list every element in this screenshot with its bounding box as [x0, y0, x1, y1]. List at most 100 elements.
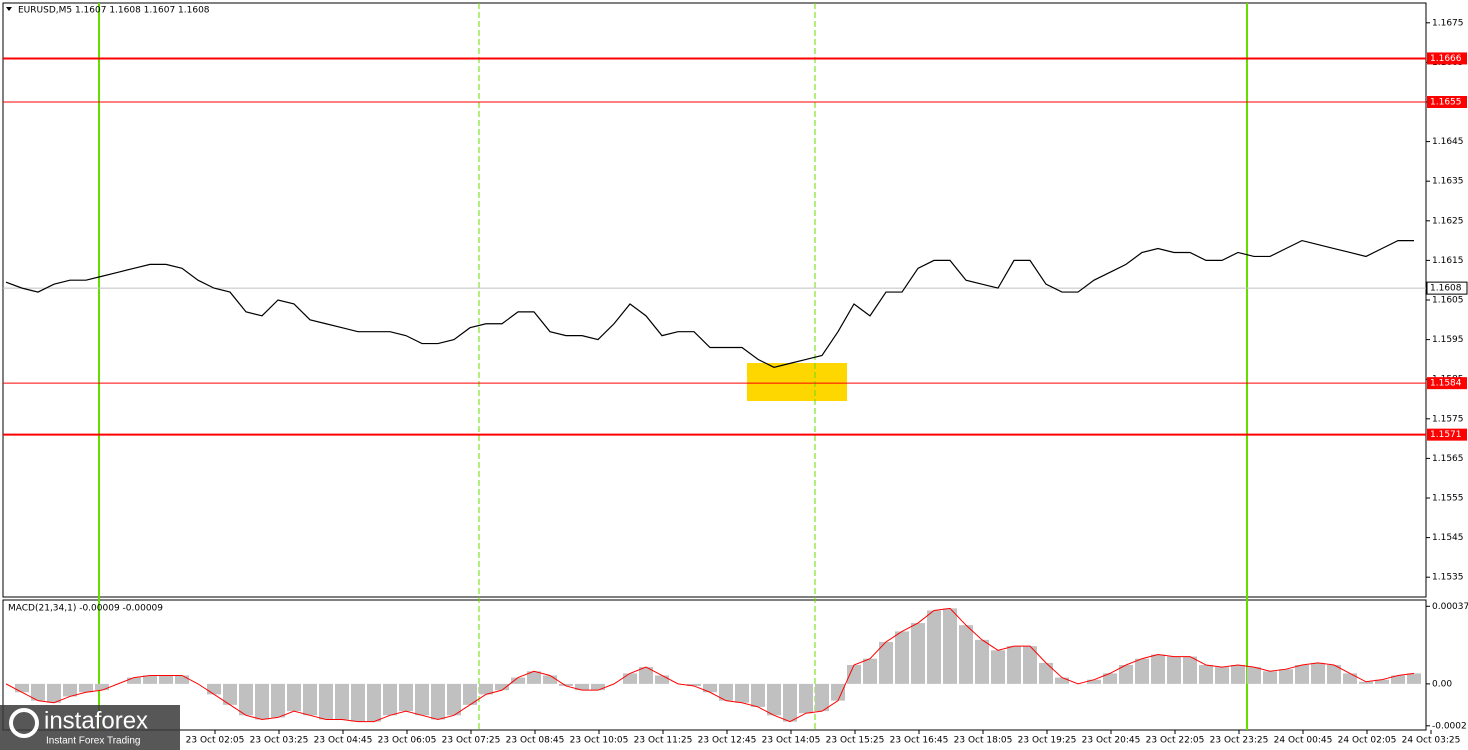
macd-bar	[559, 683, 573, 686]
macd-bar	[447, 683, 461, 716]
x-tick-label: 23 Oct 08:45	[506, 736, 565, 746]
macd-bar	[1215, 667, 1229, 684]
macd-bar	[255, 683, 269, 720]
macd-bar	[959, 625, 973, 684]
highlight-box	[747, 363, 847, 401]
macd-bar	[1055, 677, 1069, 684]
y-tick-label: 0.00	[1432, 679, 1452, 689]
macd-bar	[367, 683, 381, 722]
y-tick-label: 1.1565	[1432, 454, 1464, 464]
macd-bar	[239, 683, 253, 716]
y-tick-label: 1.1645	[1432, 137, 1464, 147]
level-tag	[1427, 96, 1467, 108]
x-tick-label: 23 Oct 16:45	[890, 736, 949, 746]
y-tick-label: 1.1605	[1432, 296, 1464, 306]
macd-bar	[1311, 662, 1325, 684]
watermark: instaforex Instant Forex Trading	[0, 705, 180, 750]
macd-bar	[879, 641, 893, 684]
y-tick-label: 1.1535	[1432, 573, 1464, 583]
x-tick-label: 23 Oct 10:05	[570, 736, 629, 746]
time-markers	[98, 3, 1248, 730]
y-tick-label: -0.0002	[1432, 721, 1467, 731]
x-tick-label: 23 Oct 07:25	[442, 736, 501, 746]
macd-bar	[911, 623, 925, 684]
watermark-icon	[9, 708, 39, 738]
macd-bar	[1183, 656, 1197, 684]
macd-bar	[351, 683, 365, 722]
y-tick-label: 1.1545	[1432, 533, 1464, 543]
macd-bar	[591, 683, 605, 691]
macd-bar	[1231, 665, 1245, 684]
signal-line	[5, 607, 1415, 723]
macd-bar	[703, 683, 717, 693]
macd-bar	[767, 683, 781, 716]
macd-bar	[655, 675, 669, 684]
macd-bar	[1007, 646, 1021, 684]
y-tick-label: 1.1595	[1432, 335, 1464, 345]
y-tick-label: 1.1555	[1432, 494, 1464, 504]
macd-bar	[527, 671, 541, 684]
macd-bar	[1103, 673, 1117, 684]
macd-bar	[831, 683, 845, 701]
macd-bar	[847, 665, 861, 684]
x-tick-label: 23 Oct 02:05	[186, 736, 245, 746]
macd-bar	[719, 683, 733, 701]
y-tick-label: 1.1635	[1432, 177, 1464, 187]
watermark-brand: instaforex	[44, 707, 148, 734]
watermark-tagline: Instant Forex Trading	[46, 736, 141, 747]
chart-title: EURUSD,M5 1.1607 1.1608 1.1607 1.1608	[18, 6, 210, 16]
macd-bar	[495, 683, 509, 691]
x-tick-label: 23 Oct 19:25	[1018, 736, 1077, 746]
last-price-tag	[1426, 281, 1468, 295]
macd-bar	[1375, 679, 1389, 684]
level-label: 1.1666	[1430, 54, 1462, 64]
macd-bar	[863, 658, 877, 684]
macd-bar	[943, 608, 957, 684]
y-tick-label: 1.1675	[1432, 18, 1464, 28]
macd-bar	[799, 683, 813, 714]
macd-bar	[287, 683, 301, 712]
level-tag	[1427, 52, 1467, 65]
macd-bar	[47, 683, 61, 703]
y-tick-label: 0.00037	[1432, 602, 1468, 612]
macd-bar	[687, 683, 701, 686]
macd-bar	[399, 683, 413, 712]
macd-bar	[991, 650, 1005, 684]
macd-bar	[223, 683, 237, 705]
macd-bar	[1327, 665, 1341, 684]
macd-bar	[159, 675, 173, 684]
macd-bar	[735, 683, 749, 703]
macd-bar	[1087, 679, 1101, 684]
macd-bar	[15, 683, 29, 693]
x-tick-label: 23 Oct 14:05	[762, 736, 821, 746]
macd-bar	[1167, 656, 1181, 684]
macd-bar	[623, 673, 637, 684]
macd-bar	[431, 683, 445, 720]
macd-bar	[1391, 675, 1405, 684]
x-tick-label: 23 Oct 04:45	[314, 736, 373, 746]
macd-bar	[927, 610, 941, 684]
macd-bar	[575, 683, 589, 691]
macd-bar	[127, 677, 141, 684]
macd-bar	[1343, 673, 1357, 684]
macd-bar	[1247, 667, 1261, 684]
macd-bar	[31, 683, 45, 701]
macd-bar	[1039, 662, 1053, 684]
x-tick-label: 23 Oct 15:25	[826, 736, 885, 746]
macd-bar	[1151, 654, 1165, 684]
macd-bar	[271, 683, 285, 718]
x-tick-label: 23 Oct 11:25	[634, 736, 693, 746]
x-tick-label: 23 Oct 18:05	[954, 736, 1013, 746]
macd-bar	[783, 683, 797, 722]
level-tag	[1427, 377, 1467, 390]
x-tick-label: 24 Oct 02:05	[1338, 736, 1397, 746]
macd-bar	[63, 683, 77, 697]
level-tag	[1427, 428, 1467, 441]
level-label: 1.1571	[1430, 430, 1462, 440]
macd-bar	[543, 675, 557, 684]
macd-bar	[1263, 671, 1277, 684]
macd-bar	[815, 683, 829, 712]
macd-bar	[319, 683, 333, 720]
x-tick-label: 23 Oct 12:45	[698, 736, 757, 746]
